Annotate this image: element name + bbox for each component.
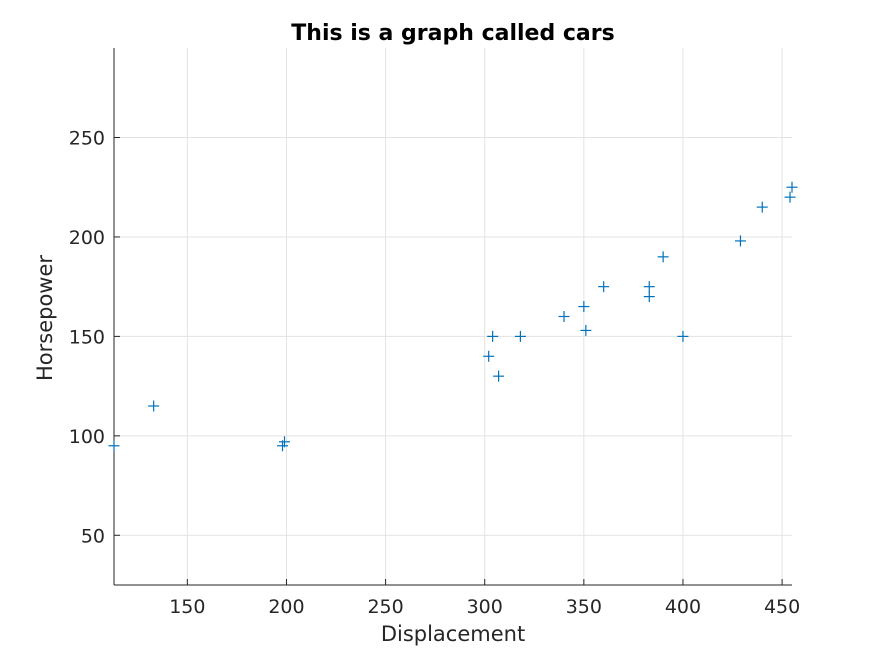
data-point <box>756 201 768 213</box>
data-point <box>558 311 570 322</box>
data-point <box>148 400 160 412</box>
data-point <box>578 301 590 313</box>
data-point <box>483 350 495 362</box>
y-tick-label: 150 <box>69 326 105 348</box>
data-point <box>657 251 669 263</box>
data-point <box>487 330 499 342</box>
y-tick-label: 250 <box>69 128 105 150</box>
y-tick-label: 200 <box>69 227 105 249</box>
data-point <box>493 370 505 382</box>
data-point <box>677 330 689 342</box>
chart-title: This is a graph called cars <box>291 21 614 46</box>
x-axis-label: Displacement <box>381 622 525 646</box>
x-tick-label: 300 <box>467 596 503 618</box>
y-tick-label: 50 <box>81 525 105 547</box>
data-points <box>108 181 798 452</box>
data-point <box>643 281 655 293</box>
y-axis-label: Horsepower <box>33 255 57 381</box>
data-point <box>786 181 798 193</box>
data-point <box>108 440 120 452</box>
data-point <box>734 235 746 247</box>
x-tick-label: 250 <box>367 596 403 618</box>
data-point <box>598 281 610 293</box>
x-tick-label: 400 <box>665 596 701 618</box>
data-point <box>580 324 592 336</box>
y-tick-label: 100 <box>69 426 105 448</box>
x-tick-label: 200 <box>268 596 304 618</box>
data-point <box>643 291 655 303</box>
x-tick-label: 450 <box>764 596 800 618</box>
data-point <box>784 191 796 203</box>
data-point <box>278 436 290 448</box>
ticks: 150 200 250 300 350 400 450 50 100 150 200 250 <box>69 128 800 619</box>
data-point <box>514 330 526 342</box>
x-tick-label: 350 <box>566 596 602 618</box>
x-tick-label: 150 <box>169 596 205 618</box>
